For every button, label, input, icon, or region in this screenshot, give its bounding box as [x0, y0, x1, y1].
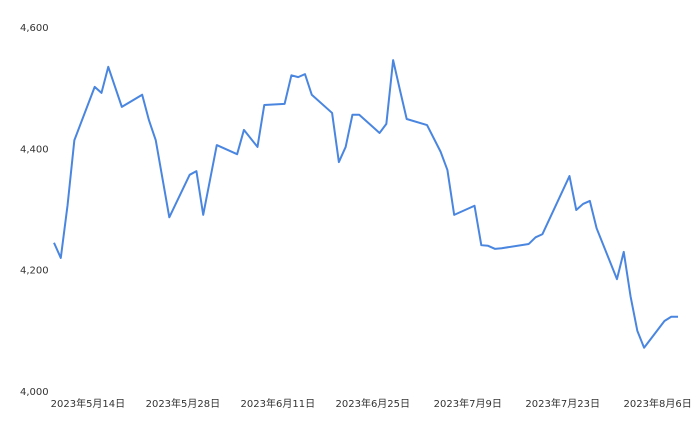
x-tick-label: 2023年7月9日 — [434, 397, 502, 410]
x-tick-label: 2023年7月23日 — [525, 397, 600, 410]
x-tick-label: 2023年8月6日 — [624, 397, 692, 410]
x-tick-label: 2023年5月14日 — [51, 397, 126, 410]
x-tick-label: 2023年5月28日 — [146, 397, 221, 410]
x-tick-label: 2023年6月25日 — [336, 397, 411, 410]
y-tick-label: 4,400 — [20, 144, 49, 155]
y-tick-label: 4,200 — [20, 266, 49, 277]
x-tick-label: 2023年6月11日 — [241, 397, 316, 410]
line — [53, 59, 678, 349]
y-tick-label: 4,000 — [20, 387, 49, 398]
y-tick-label: 4,600 — [20, 23, 49, 34]
